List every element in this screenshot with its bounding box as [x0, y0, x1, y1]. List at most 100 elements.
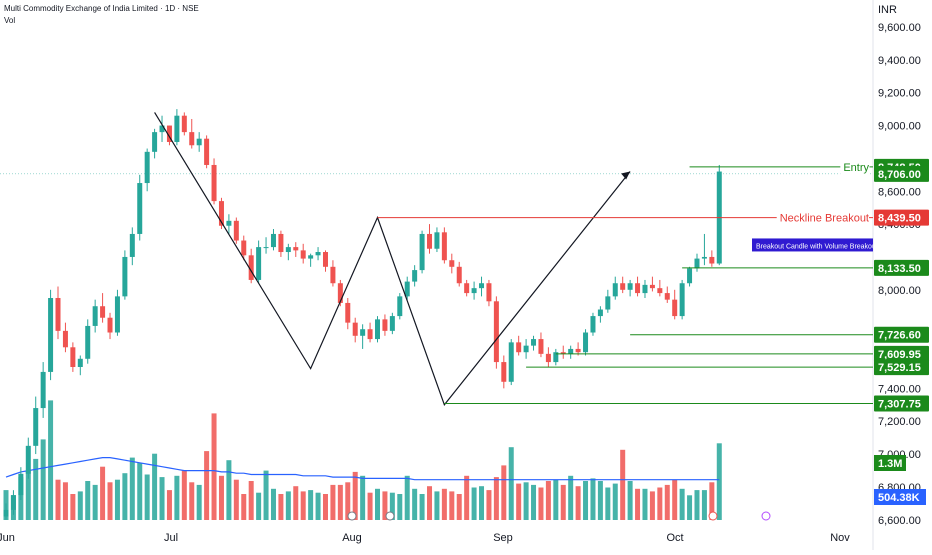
candle-body-6: [48, 298, 54, 372]
candle-body-81: [605, 296, 611, 310]
volume-bar-60: [449, 491, 455, 520]
candle-body-82: [612, 283, 618, 297]
candle-body-2: [18, 473, 24, 496]
price-tag-label-1: 8,706.00: [878, 169, 921, 181]
price-tag-bg-2: [874, 209, 929, 226]
level-text-2: Neckline Breakout: [780, 213, 869, 225]
candle-body-34: [256, 247, 262, 280]
candle-body-49: [367, 329, 373, 340]
candle-body-37: [278, 233, 284, 253]
volume-bar-34: [256, 492, 262, 520]
volume-ma-line: [5, 457, 720, 481]
currency-label: INR: [878, 4, 897, 16]
volume-bar-13: [100, 466, 106, 520]
volume-bar-78: [583, 481, 589, 520]
price-tag-label-7: 7,307.75: [878, 399, 921, 411]
volume-bar-32: [241, 494, 247, 520]
volume-bar-17: [129, 457, 135, 520]
level-text-0: Entry: [843, 162, 869, 174]
volume-bar-90: [672, 479, 678, 520]
volume-bar-19: [144, 474, 150, 520]
candle-body-48: [360, 329, 366, 336]
candle-body-44: [330, 266, 336, 284]
candle-body-94: [701, 256, 707, 259]
volume-bar-64: [479, 486, 485, 520]
candle-body-27: [204, 138, 210, 165]
volume-bar-88: [657, 487, 663, 520]
volume-bar-9: [70, 494, 76, 520]
volume-bar-35: [263, 470, 269, 520]
chart-title: Multi Commodity Exchange of India Limite…: [4, 4, 199, 13]
volume-bar-58: [434, 491, 440, 520]
volume-bar-42: [315, 492, 321, 520]
volume-bar-21: [159, 477, 165, 520]
volume-bar-44: [330, 484, 336, 520]
candle-body-58: [434, 232, 440, 249]
volume-bar-61: [456, 494, 462, 520]
candle-body-46: [345, 302, 351, 323]
candle-body-87: [649, 284, 655, 289]
volume-bar-93: [694, 490, 700, 520]
volume-bar-40: [300, 491, 306, 520]
x-tick-label-5: Nov: [830, 532, 850, 544]
y-tick-label-3: 9,000.00: [878, 121, 921, 133]
price-tag-bg-5: [874, 345, 929, 362]
candle-body-53: [397, 296, 403, 317]
x-tick-label-4: Oct: [666, 532, 683, 544]
volume-bar-87: [649, 491, 655, 520]
candle-body-52: [389, 316, 395, 331]
volume-bar-57: [427, 486, 433, 520]
candle-body-35: [263, 247, 269, 249]
candle-body-89: [664, 293, 670, 300]
candle-body-12: [92, 306, 98, 326]
y-tick-label-1: 9,400.00: [878, 55, 921, 67]
volume-bar-48: [360, 475, 366, 520]
y-tick-label-6: 8,000.00: [878, 285, 921, 297]
candle-body-90: [672, 299, 678, 317]
candle-body-25: [189, 132, 195, 146]
candle-body-42: [315, 252, 321, 256]
candle-body-95: [709, 256, 715, 264]
volume-bar-31: [233, 479, 239, 520]
volume-bar-14: [107, 482, 113, 520]
candle-body-76: [568, 348, 574, 354]
volume-bar-62: [464, 475, 470, 520]
volume-bar-75: [560, 484, 566, 520]
candle-body-62: [464, 283, 470, 294]
volume-bar-92: [687, 495, 693, 520]
candle-body-38: [285, 247, 291, 253]
volume-bar-85: [635, 488, 641, 520]
candle-body-17: [129, 233, 135, 257]
volume-bar-10: [77, 491, 83, 520]
candle-body-3: [25, 445, 31, 474]
candle-body-70: [523, 345, 529, 353]
candle-body-28: [211, 164, 217, 202]
volume-bar-8: [62, 482, 68, 520]
volume-bar-20: [152, 453, 158, 520]
price-tag-label-6: 7,529.15: [878, 362, 921, 374]
candle-body-5: [40, 371, 46, 409]
candle-body-23: [174, 115, 180, 142]
volume-bar-94: [701, 490, 707, 520]
level-text-bg-2: [776, 211, 869, 226]
candle-body-57: [427, 233, 433, 249]
candle-body-64: [479, 283, 485, 289]
volume-bar-81: [605, 487, 611, 520]
candle-body-9: [70, 347, 76, 367]
event-marker-2: [708, 511, 718, 521]
volume-bar-46: [345, 482, 351, 520]
volume-bar-28: [211, 413, 217, 520]
candle-body-16: [122, 256, 128, 297]
candle-body-78: [583, 332, 589, 353]
candle-body-39: [293, 247, 299, 251]
candle-body-84: [627, 283, 633, 290]
volume-bar-56: [419, 494, 425, 520]
candle-body-20: [152, 132, 158, 152]
volume-bar-25: [189, 482, 195, 520]
volume-bar-43: [322, 494, 328, 520]
candle-body-24: [181, 115, 187, 133]
price-tag-label-5: 7,609.95: [878, 349, 921, 361]
x-tick-label-3: Sep: [493, 532, 513, 544]
callout-text: Breakout Candle with Volume Breakout: [756, 243, 878, 250]
candle-body-21: [159, 125, 165, 133]
